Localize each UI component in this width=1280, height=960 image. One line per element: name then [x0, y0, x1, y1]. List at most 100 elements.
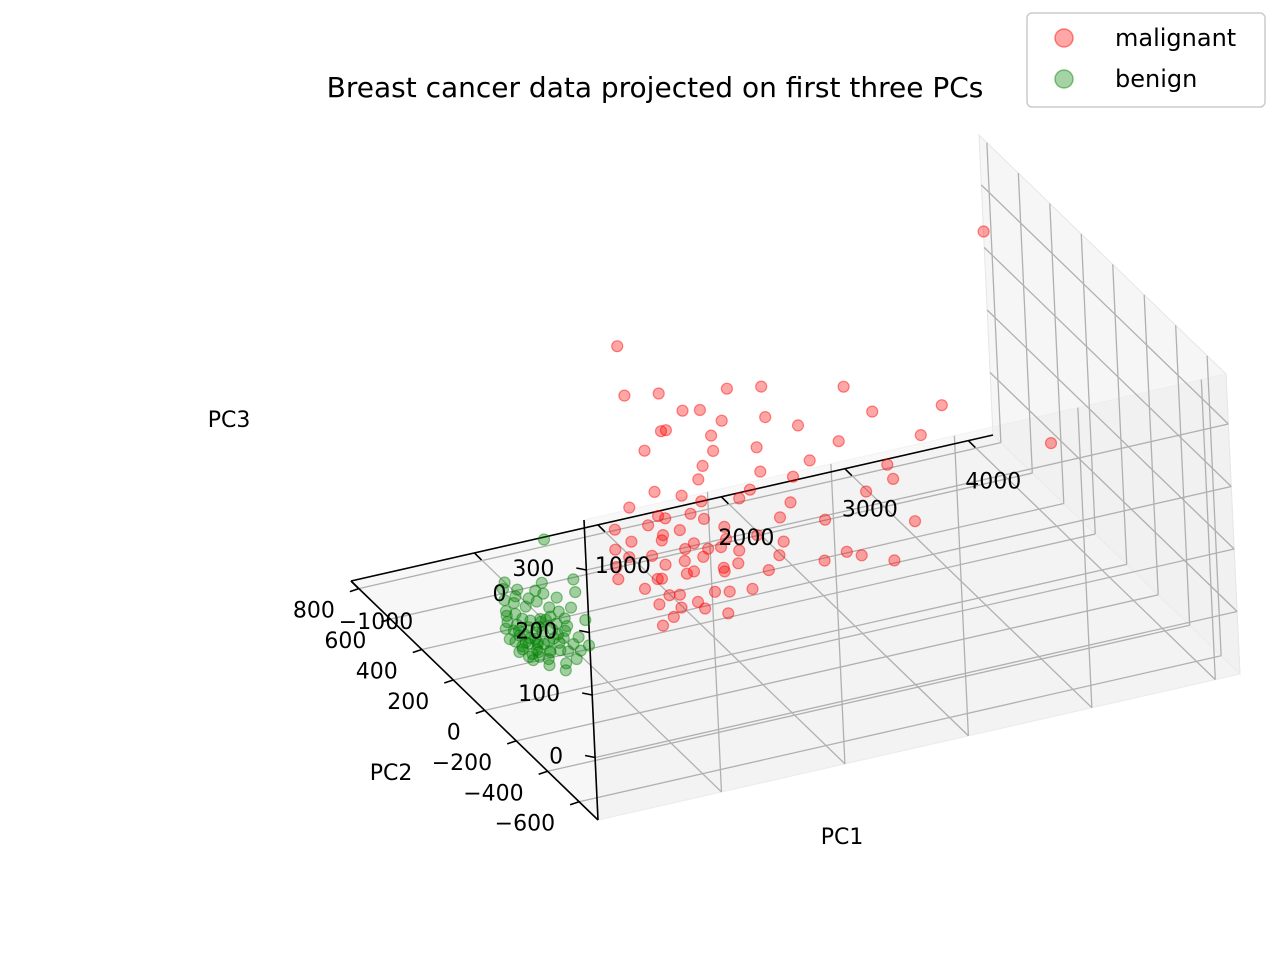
y-tick-mark-1 — [538, 770, 548, 776]
point-benign-32 — [530, 643, 544, 656]
point-malignant-62 — [759, 411, 772, 424]
point-malignant-29 — [695, 495, 708, 508]
point-malignant-1 — [638, 582, 652, 595]
point-benign-23 — [553, 636, 566, 649]
z-grid-side-1 — [986, 309, 1235, 550]
point-benign-57 — [569, 585, 582, 599]
point-malignant-81 — [837, 380, 850, 393]
point-benign-78 — [507, 624, 521, 637]
y-tick-label-0: −600 — [495, 812, 555, 837]
point-benign-0 — [533, 650, 546, 663]
y-tick-mark-2 — [506, 740, 517, 745]
z-tick-label-0: 0 — [549, 745, 563, 770]
legend: malignant benign — [1026, 12, 1266, 108]
legend-frame — [1026, 12, 1266, 108]
point-benign-65 — [546, 623, 559, 636]
point-benign-80 — [537, 533, 551, 546]
scatter-points — [496, 225, 1058, 677]
point-malignant-55 — [751, 528, 764, 542]
z-grid-back-3 — [586, 423, 1229, 571]
x-grid-floor-3 — [720, 496, 969, 737]
point-benign-20 — [516, 612, 529, 625]
point-malignant-35 — [656, 528, 670, 542]
point-benign-26 — [574, 644, 587, 657]
point-malignant-33 — [673, 588, 687, 601]
point-benign-28 — [572, 631, 585, 644]
point-malignant-23 — [659, 558, 672, 571]
point-malignant-71 — [676, 404, 689, 417]
point-malignant-15 — [697, 550, 710, 563]
y-tick-label-4: 200 — [387, 690, 429, 715]
point-benign-61 — [531, 636, 544, 649]
y-tick-mark-6 — [381, 618, 391, 623]
point-benign-14 — [543, 601, 556, 614]
z-grid-back-0 — [594, 610, 1238, 759]
point-benign-6 — [526, 647, 539, 661]
point-malignant-47 — [701, 542, 715, 555]
y-tick-mark-7 — [349, 587, 360, 593]
point-benign-17 — [527, 653, 540, 667]
point-benign-42 — [507, 596, 520, 610]
x-tick-mark-3 — [720, 496, 729, 505]
x-axis-line — [350, 434, 994, 582]
point-malignant-9 — [719, 532, 733, 546]
point-malignant-52 — [704, 429, 718, 442]
point-malignant-25 — [651, 509, 665, 523]
point-benign-34 — [543, 644, 557, 657]
point-malignant-83 — [855, 549, 868, 562]
point-malignant-54 — [754, 465, 767, 478]
point-benign-54 — [498, 576, 511, 589]
point-benign-1 — [531, 638, 544, 651]
point-malignant-12 — [691, 595, 705, 609]
point-benign-79 — [500, 609, 513, 623]
point-malignant-8 — [675, 489, 688, 502]
z-grid-side-3 — [980, 184, 1229, 425]
point-malignant-3 — [645, 549, 659, 563]
legend-marker-benign — [1054, 69, 1074, 89]
x-grid-floor-4 — [844, 468, 1093, 709]
point-benign-37 — [561, 645, 575, 658]
point-malignant-66 — [773, 549, 786, 562]
z-tick-label-2: 200 — [515, 620, 557, 645]
point-benign-55 — [564, 601, 578, 614]
point-malignant-43 — [623, 501, 636, 514]
point-malignant-87 — [755, 380, 768, 393]
y-grid-floor-0 — [578, 655, 1222, 803]
point-malignant-38 — [684, 507, 697, 520]
point-malignant-6 — [659, 512, 672, 525]
point-malignant-84 — [888, 554, 901, 567]
tick-labels: −100001000200030004000−600−400−200020040… — [293, 440, 1021, 837]
z-grid-side-0 — [989, 372, 1238, 612]
point-benign-70 — [513, 629, 526, 642]
point-malignant-93 — [886, 472, 900, 485]
point-malignant-44 — [680, 567, 694, 580]
x-tick-mark-5 — [967, 440, 976, 449]
x-tick-label-4: 3000 — [842, 498, 898, 523]
point-malignant-50 — [696, 459, 709, 472]
point-malignant-34 — [698, 602, 712, 615]
y-tick-label-7: 800 — [293, 599, 335, 624]
point-malignant-51 — [733, 492, 746, 505]
point-malignant-67 — [777, 535, 790, 548]
point-benign-3 — [560, 657, 573, 670]
y-tick-label-6: 600 — [324, 629, 366, 654]
x-tick-mark-0 — [350, 580, 359, 589]
point-benign-62 — [544, 646, 557, 659]
legend-label-benign: benign — [1115, 65, 1197, 93]
point-benign-35 — [532, 620, 546, 633]
y-tick-label-3: 0 — [447, 720, 461, 745]
y-tick-mark-5 — [412, 648, 423, 654]
y-grid-floor-5 — [421, 502, 1064, 651]
y-tick-mark-0 — [569, 800, 580, 806]
point-benign-40 — [510, 618, 524, 632]
point-benign-58 — [567, 573, 580, 586]
x-tick-mark-2 — [597, 524, 606, 533]
point-benign-38 — [544, 610, 557, 623]
point-benign-74 — [524, 614, 537, 627]
z-tick-label-3: 300 — [512, 557, 554, 582]
point-malignant-85 — [618, 389, 631, 402]
point-benign-21 — [559, 664, 572, 677]
point-benign-52 — [498, 593, 511, 607]
point-benign-7 — [518, 628, 531, 641]
